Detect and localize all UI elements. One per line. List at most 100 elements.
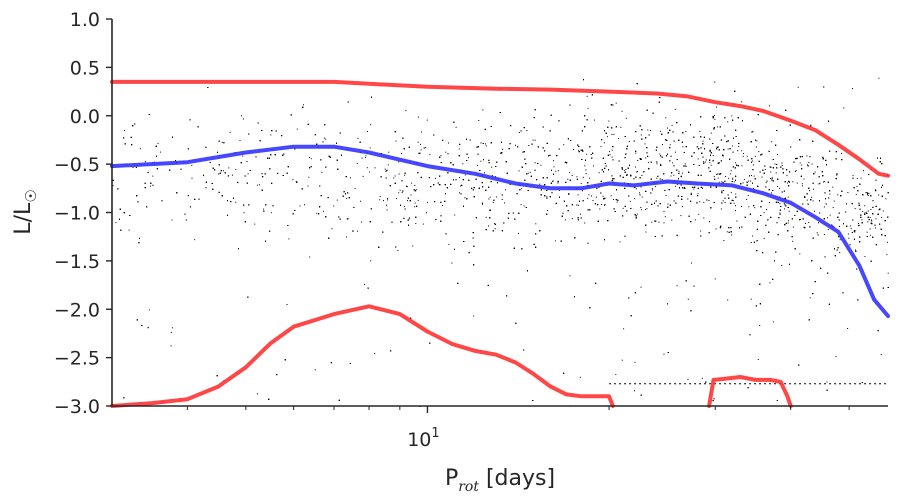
scatter-point (751, 158, 753, 160)
scatter-point (296, 128, 298, 130)
scatter-point (881, 195, 883, 197)
scatter-point (203, 174, 204, 176)
scatter-point (748, 206, 750, 208)
scatter-point (874, 189, 876, 191)
scatter-point (611, 127, 613, 129)
scatter-point (571, 218, 573, 220)
scatter-point (320, 195, 322, 197)
scatter-point (785, 222, 787, 224)
scatter-point (795, 170, 797, 171)
scatter-point (624, 235, 626, 237)
scatter-point (440, 162, 442, 163)
scatter-point (336, 142, 337, 144)
scatter-point (321, 171, 323, 173)
scatter-point (826, 217, 828, 219)
scatter-point (837, 194, 839, 196)
scatter-point (887, 192, 889, 194)
scatter-point (839, 252, 841, 254)
scatter-point (738, 145, 740, 147)
scatter-point (694, 219, 696, 221)
scatter-point (665, 139, 667, 141)
scatter-point (394, 131, 396, 133)
scatter-point (416, 205, 418, 207)
scatter-point (657, 205, 659, 207)
scatter-point (852, 177, 854, 179)
scatter-point (614, 211, 616, 212)
scatter-point (352, 230, 354, 232)
scatter-point (691, 155, 693, 157)
scatter-point (678, 170, 680, 172)
scatter-point (417, 172, 419, 174)
scatter-point (426, 119, 428, 121)
scatter-point (660, 155, 662, 157)
scatter-point (700, 147, 702, 149)
scatter-point (861, 222, 863, 224)
scatter-point (770, 178, 771, 179)
scatter-point (863, 170, 864, 172)
scatter-point (866, 213, 868, 214)
scatter-point (881, 216, 883, 218)
scatter-point (429, 154, 431, 156)
scatter-point (542, 126, 544, 128)
scatter-point (640, 207, 642, 208)
scatter-point (663, 222, 665, 224)
scatter-point (627, 167, 629, 169)
scatter-point (472, 189, 474, 191)
scatter-point (674, 108, 676, 110)
scatter-point (478, 120, 480, 121)
scatter-point (722, 200, 724, 202)
scatter-point (613, 178, 615, 180)
scatter-point (714, 115, 715, 116)
scatter-point (789, 263, 790, 265)
scatter-point (268, 398, 270, 400)
scatter-point (170, 345, 172, 347)
scatter-point (630, 208, 632, 209)
scatter-point (827, 272, 829, 274)
scatter-point (737, 150, 739, 152)
scatter-point (727, 299, 729, 301)
scatter-point (798, 364, 800, 366)
scatter-point (760, 206, 762, 208)
scatter-point (669, 204, 671, 206)
scatter-point (221, 141, 223, 143)
scatter-point (579, 376, 581, 378)
scatter-point (769, 282, 771, 284)
scatter-point (571, 174, 573, 176)
scatter-point (841, 152, 842, 154)
scatter-point (472, 237, 474, 239)
scatter-point (356, 163, 358, 164)
scatter-point (296, 181, 298, 183)
scatter-point (809, 226, 811, 228)
scatter-point (839, 225, 840, 227)
scatter-point (444, 184, 446, 186)
scatter-point (854, 231, 856, 233)
scatter-point (818, 222, 819, 224)
scatter-point (684, 163, 686, 165)
scatter-point (656, 163, 658, 165)
scatter-point (489, 196, 491, 198)
scatter-point (663, 210, 665, 212)
scatter-point (807, 165, 809, 167)
scatter-point (750, 298, 752, 300)
scatter-point (763, 212, 765, 214)
scatter-point (417, 141, 419, 143)
scatter-point (410, 194, 412, 196)
scatter-point (887, 272, 889, 274)
scatter-point (693, 188, 695, 190)
scatter-point (171, 219, 173, 221)
scatter-point (756, 140, 758, 142)
scatter-point (609, 154, 611, 156)
scatter-point (640, 209, 642, 211)
scatter-point (482, 109, 484, 111)
scatter-point (651, 221, 653, 223)
scatter-point (479, 170, 481, 171)
scatter-point (415, 216, 417, 218)
scatter-point (680, 184, 682, 186)
scatter-point (724, 197, 726, 199)
scatter-point (722, 154, 724, 156)
scatter-point (570, 140, 572, 141)
scatter-point (867, 221, 869, 223)
scatter-point (715, 186, 717, 188)
scatter-point (628, 195, 630, 197)
scatter-point (729, 148, 731, 150)
